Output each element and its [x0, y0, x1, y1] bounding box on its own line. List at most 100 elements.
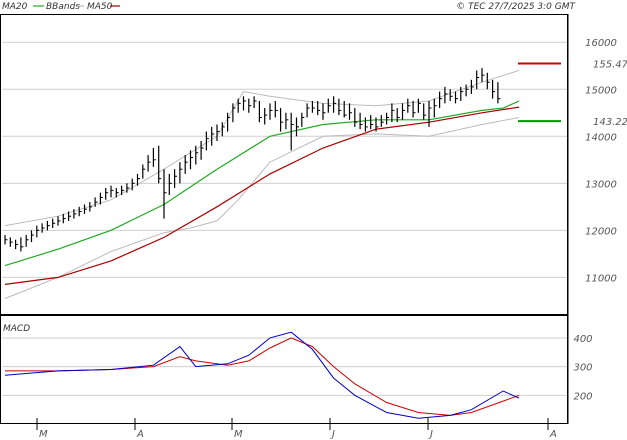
price-bar — [359, 112, 363, 130]
legend-bbands-label: BBands — [46, 2, 80, 12]
price-bar — [184, 155, 188, 174]
price-markers: 155.47 143.22 — [518, 60, 627, 128]
price-bar — [391, 103, 395, 123]
price-bar — [327, 98, 331, 113]
price-bar — [274, 101, 278, 118]
price-bar — [46, 220, 50, 231]
price-bar — [168, 173, 172, 196]
price-bar — [15, 239, 19, 250]
price-indicators — [4, 69, 520, 299]
price-gridlines — [2, 41, 567, 278]
price-bar — [73, 209, 77, 219]
price-bar — [200, 140, 204, 160]
price-bar — [497, 82, 501, 104]
month-tick-label: A — [549, 429, 557, 440]
price-bar — [126, 183, 130, 193]
price-bar — [211, 126, 215, 146]
price-marker-label: 155.47 — [593, 60, 627, 71]
price-bar — [195, 145, 199, 165]
ma50-line — [4, 106, 520, 285]
price-bar — [89, 202, 93, 212]
price-bar — [9, 237, 13, 247]
macd-gridlines — [2, 337, 567, 396]
price-bar — [131, 178, 135, 191]
price-bar — [20, 237, 24, 252]
price-bar — [486, 72, 490, 90]
macd-signal-line — [5, 337, 520, 416]
price-bar — [120, 185, 125, 196]
month-tick-label: J — [330, 429, 335, 440]
price-tick-label: 14000 — [585, 132, 617, 143]
price-bar — [94, 197, 98, 207]
price-bar — [147, 155, 151, 172]
price-bar — [205, 131, 209, 151]
price-bar — [454, 91, 458, 104]
macd-axis: 200 300 400 — [573, 334, 592, 402]
price-bar — [311, 101, 315, 113]
price-bar — [364, 117, 368, 132]
price-bar — [333, 96, 337, 113]
price-bar — [417, 98, 421, 113]
price-bar — [232, 103, 236, 123]
price-bar — [269, 103, 273, 120]
price-bar — [105, 188, 109, 200]
price-bar — [216, 124, 220, 141]
macd-title: MACD — [3, 324, 30, 334]
legend-ma20-label: MA20 — [2, 2, 28, 12]
price-bar — [444, 86, 448, 104]
price-bar — [396, 108, 400, 123]
price-bar — [401, 103, 405, 120]
month-tick-label: A — [136, 429, 144, 440]
macd-tick-label: 200 — [573, 391, 592, 402]
price-bar — [99, 192, 103, 205]
macd-line — [4, 331, 520, 419]
price-bar — [470, 79, 474, 94]
legend-ma50-label: MA50 — [87, 2, 113, 12]
price-bar — [306, 103, 310, 118]
price-bar — [290, 112, 294, 151]
price-bar — [412, 101, 416, 118]
price-bar — [428, 101, 432, 127]
price-bar — [4, 235, 8, 245]
price-bar — [481, 68, 485, 83]
price-bar — [174, 169, 178, 189]
price-bar — [227, 112, 231, 132]
price-bar — [285, 112, 289, 130]
price-bar — [317, 101, 321, 116]
price-bar — [25, 235, 29, 247]
price-bar — [67, 211, 72, 221]
price-bar — [295, 117, 299, 137]
price-bar — [253, 96, 257, 109]
month-tick-label: M — [39, 429, 48, 440]
price-bars — [4, 68, 501, 252]
price-bar — [57, 216, 61, 226]
price-bar — [248, 98, 252, 113]
price-bar — [158, 145, 162, 184]
price-bar — [78, 206, 82, 217]
price-bar — [30, 230, 34, 243]
month-tick-label: J — [428, 429, 433, 440]
price-bar — [136, 173, 140, 186]
month-tick-label: M — [234, 429, 243, 440]
price-bar — [280, 108, 284, 132]
price-bar — [354, 108, 358, 127]
price-bar — [152, 148, 156, 167]
price-bar — [36, 225, 40, 238]
price-tick-label: 16000 — [585, 38, 617, 49]
price-bar — [348, 103, 352, 120]
price-bar — [375, 117, 379, 132]
price-bar — [163, 169, 167, 219]
price-bar — [62, 213, 66, 224]
price-bar — [492, 79, 496, 99]
price-bar — [433, 98, 437, 118]
price-tick-label: 15000 — [585, 85, 617, 96]
price-bar — [460, 86, 464, 102]
price-tick-label: 12000 — [585, 226, 617, 237]
price-bar — [41, 223, 45, 233]
legend: MA20 BBands MA50 — [2, 2, 120, 12]
bband-lower-line — [4, 117, 520, 299]
price-bar — [142, 164, 146, 179]
price-bar — [83, 204, 87, 214]
price-bar — [322, 103, 326, 120]
